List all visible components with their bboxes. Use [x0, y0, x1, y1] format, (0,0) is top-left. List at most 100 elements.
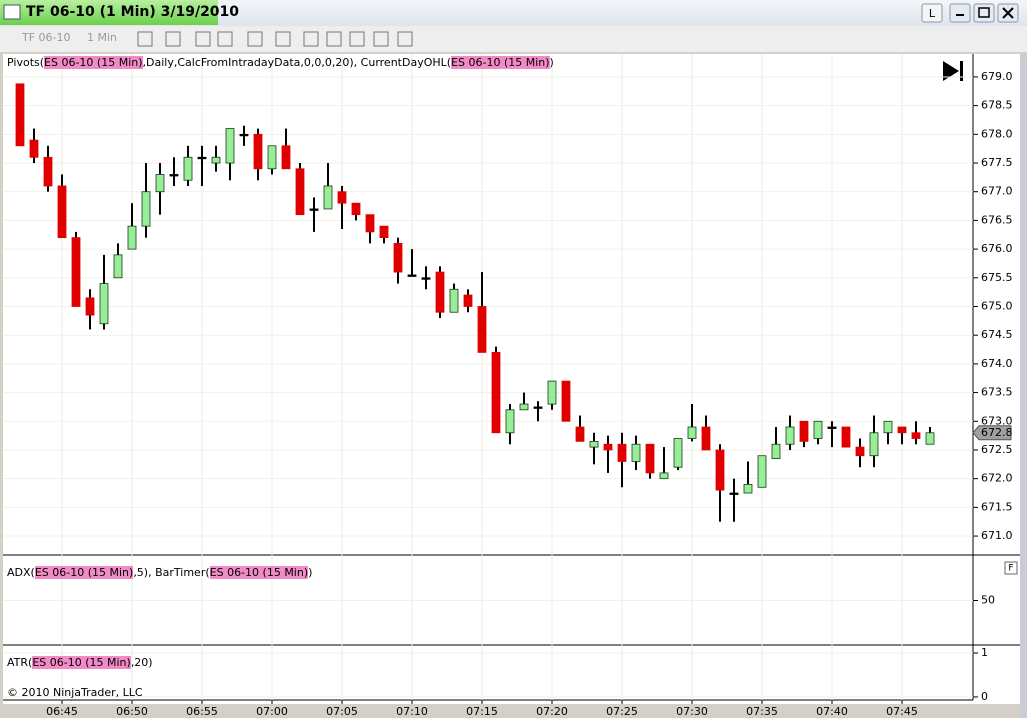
indicator-label: ATR(ES 06-10 (15 Min),20): [7, 656, 153, 669]
candle-body: [897, 426, 907, 434]
y-tick-label: 671.0: [981, 529, 1013, 542]
tool-icon[interactable]: [195, 31, 211, 47]
x-tick-label: 07:25: [606, 705, 638, 718]
label-part: ): [549, 56, 554, 69]
link-button-label: L: [929, 7, 936, 20]
toolbar-icons: [137, 31, 413, 47]
candle-body: [491, 352, 501, 434]
interval-selector[interactable]: 1 Min: [87, 31, 118, 44]
candle-body: [71, 237, 81, 307]
candle-body: [85, 297, 95, 316]
chart-area: [3, 54, 1020, 704]
tool-icon[interactable]: [373, 31, 389, 47]
candle-body: [365, 214, 375, 233]
plot: 671.0 671.5 672.0 672.5 673.0 673.5 674.0 674.5…: [3, 54, 1018, 718]
panel-button[interactable]: [1004, 561, 1018, 575]
candle-body: [519, 403, 529, 411]
y-tick-label: 673.0: [981, 414, 1013, 427]
tool-icon[interactable]: [165, 31, 181, 47]
x-tick-label: 07:15: [466, 705, 498, 718]
candle-body: [505, 409, 515, 434]
last-price-label: 672.8: [981, 426, 1013, 439]
candle-body: [99, 283, 109, 325]
candle-body: [673, 438, 683, 468]
candle-body: [407, 274, 417, 277]
candle-body: [631, 443, 641, 462]
instrument-selector[interactable]: TF 06-10: [22, 31, 71, 44]
candle-body: [463, 294, 473, 307]
y-tick-label: 677.5: [981, 156, 1013, 169]
tool-icon[interactable]: [137, 31, 153, 47]
x-tick-label: 07:10: [396, 705, 428, 718]
y-tick-label: 679.0: [981, 70, 1013, 83]
label-part: ES 06-10 (15 Min): [32, 656, 131, 669]
label-part: ES 06-10 (15 Min): [34, 566, 134, 579]
candle-body: [337, 191, 347, 204]
minimize-button[interactable]: [949, 3, 971, 23]
candle-body: [799, 420, 809, 442]
candle-body: [393, 242, 403, 273]
candle-body: [449, 288, 459, 313]
app-icon: [3, 4, 21, 20]
candle-body: [267, 145, 277, 170]
candle-body: [715, 449, 725, 491]
candle-body: [183, 156, 193, 181]
candle-body: [29, 139, 39, 158]
candle-body: [379, 225, 389, 239]
copyright: © 2010 NinjaTrader, LLC: [7, 686, 143, 699]
y-tick-label: 676.0: [981, 242, 1013, 255]
x-tick-label: 06:55: [186, 705, 218, 718]
candle-body: [659, 472, 669, 480]
candle-body: [841, 426, 851, 448]
y-tick-label: 677.0: [981, 185, 1013, 198]
candle-body: [239, 133, 249, 137]
label-part: ADX(: [7, 566, 35, 579]
label-part: ,Daily,CalcFromIntradayData,0,0,0,20), C…: [142, 56, 452, 69]
candle-body: [869, 432, 879, 457]
candle-body: [113, 254, 123, 279]
y-tick-label: 0: [981, 690, 988, 703]
maximize-button[interactable]: [973, 3, 995, 23]
tool-icon[interactable]: [397, 31, 413, 47]
candle-body: [617, 443, 627, 462]
candle-body: [785, 426, 795, 445]
x-tick-label: 07:05: [326, 705, 358, 718]
label-part: ES 06-10 (15 Min): [209, 566, 309, 579]
indicator-label: Pivots(ES 06-10 (15 Min),Daily,CalcFromI…: [7, 56, 554, 69]
candle-body: [323, 185, 333, 210]
candle-body: [127, 225, 137, 250]
candle-body: [281, 145, 291, 170]
window-title: TF 06-10 (1 Min) 3/19/2010: [26, 4, 240, 20]
maximize-glyph: [978, 7, 990, 18]
tool-icon[interactable]: [349, 31, 365, 47]
candle-body: [687, 426, 697, 439]
candle-body: [197, 156, 207, 160]
label-part: ,20): [130, 656, 153, 669]
y-tick-label: 678.0: [981, 127, 1013, 140]
tool-icon[interactable]: [217, 31, 233, 47]
minimize-glyph: [956, 14, 964, 16]
label-part: ES 06-10 (15 Min): [451, 56, 550, 69]
go-to-end-button[interactable]: [943, 61, 963, 81]
link-button[interactable]: [921, 3, 943, 23]
x-tick-label: 07:45: [886, 705, 918, 718]
candle-body: [729, 492, 739, 495]
candle-body: [155, 174, 165, 193]
tool-icon[interactable]: [275, 31, 291, 47]
tool-icon[interactable]: [303, 31, 319, 47]
y-tick-label: 675.5: [981, 271, 1013, 284]
candle-body: [855, 446, 865, 457]
toolbar: [0, 26, 1027, 52]
candle-body: [771, 443, 781, 459]
candle-body: [295, 168, 305, 216]
candle-body: [925, 432, 935, 445]
candle-body: [141, 191, 151, 227]
tool-icon[interactable]: [247, 31, 263, 47]
candle-body: [57, 185, 67, 239]
tool-icon[interactable]: [326, 31, 342, 47]
candle-body: [477, 306, 487, 353]
last-price-marker: [972, 425, 1012, 441]
candle-body: [533, 406, 543, 409]
x-tick-label: 07:35: [746, 705, 778, 718]
